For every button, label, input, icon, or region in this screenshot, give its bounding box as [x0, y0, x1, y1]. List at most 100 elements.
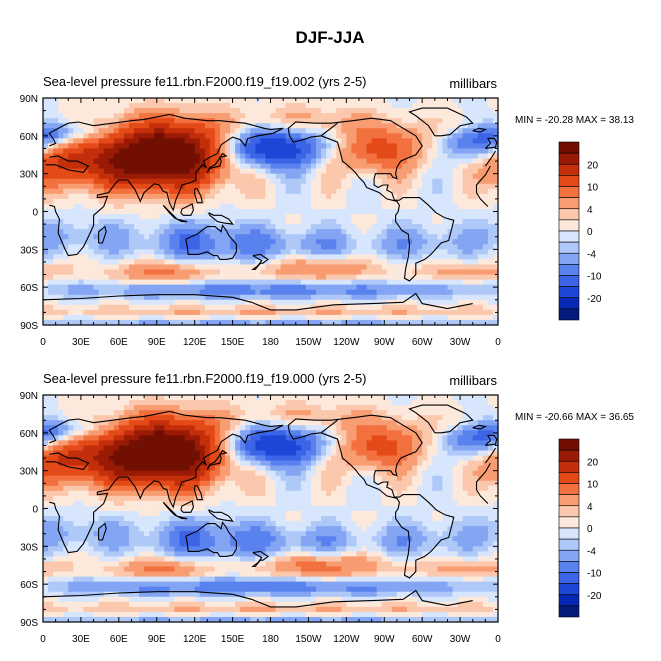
field-cell [214, 405, 221, 411]
field-cell [235, 294, 241, 301]
field-cell [275, 234, 282, 240]
field-cell [265, 309, 272, 316]
field-cell [326, 400, 332, 406]
field-cell [265, 208, 272, 215]
field-cell [487, 133, 494, 139]
field-cell [346, 405, 352, 411]
field-cell [270, 219, 277, 225]
field-cell [48, 198, 54, 205]
field-cell [250, 224, 256, 230]
field-cell [245, 208, 251, 215]
field-cell [48, 113, 54, 119]
field-cell [174, 103, 181, 109]
field-cell [422, 208, 428, 215]
field-cell [477, 188, 484, 195]
field-cell [184, 319, 191, 326]
field-cell [427, 168, 433, 175]
field-cell [78, 410, 85, 416]
field-cell [477, 289, 484, 296]
field-cell [487, 319, 494, 326]
colorbar-label: -20 [587, 294, 602, 305]
field-cell [184, 153, 191, 160]
field-cell [442, 234, 449, 240]
field-cell [128, 108, 135, 114]
field-cell [199, 173, 206, 180]
field-cell [240, 269, 246, 276]
field-cell [48, 405, 54, 411]
field-cell [487, 410, 494, 416]
field-cell [427, 405, 433, 411]
field-cell [189, 430, 196, 436]
field-cell [295, 314, 302, 321]
field-cell [290, 153, 297, 160]
field-cell [154, 244, 160, 250]
field-cell [462, 148, 469, 155]
field-cell [159, 133, 165, 139]
field-cell [123, 430, 130, 436]
field-cell [159, 309, 165, 316]
field-cell [255, 254, 261, 261]
field-cell [290, 405, 297, 411]
field-cell [98, 98, 105, 104]
field-cell [447, 274, 454, 281]
field-cell [295, 193, 302, 200]
field-cell [235, 254, 241, 261]
field-cell [48, 400, 54, 406]
field-cell [316, 269, 322, 276]
field-cell [285, 133, 292, 139]
field-cell [113, 415, 120, 421]
field-cell [98, 198, 105, 205]
field-cell [240, 244, 246, 250]
field-cell [351, 299, 358, 306]
field-cell [401, 219, 408, 225]
field-cell [361, 219, 368, 225]
field-cell [48, 98, 54, 104]
field-cell [467, 178, 474, 185]
field-cell [108, 178, 115, 185]
field-cell [336, 128, 342, 134]
field-cell [295, 183, 302, 190]
field-cell [280, 173, 287, 180]
field-cell [417, 274, 423, 281]
field-cell [73, 279, 79, 286]
field-cell [123, 208, 130, 215]
field-cell [240, 198, 246, 205]
field-cell [422, 153, 428, 160]
field-cell [432, 249, 438, 255]
field-cell [492, 254, 499, 261]
field-cell [412, 279, 418, 286]
field-cell [290, 284, 297, 291]
field-cell [487, 98, 494, 104]
field-cell [442, 198, 449, 205]
field-cell [371, 264, 378, 271]
field-cell [154, 274, 160, 281]
field-cell [321, 410, 327, 416]
field-cell [447, 158, 454, 165]
field-cell [58, 264, 64, 271]
field-cell [371, 214, 378, 220]
field-cell [472, 123, 479, 129]
field-cell [199, 229, 206, 235]
field-cell [336, 410, 342, 416]
field-cell [351, 193, 358, 200]
field-cell [219, 208, 226, 215]
field-cell [108, 208, 115, 215]
field-cell [285, 188, 292, 195]
field-cell [376, 249, 383, 255]
field-cell [477, 279, 484, 286]
field-cell [214, 188, 221, 195]
field-cell [83, 425, 90, 431]
field-cell [305, 264, 312, 271]
field-cell [134, 98, 140, 104]
field-cell [422, 108, 428, 114]
field-cell [78, 249, 85, 255]
field-cell [73, 400, 79, 406]
field-cell [427, 410, 433, 416]
field-cell [209, 269, 216, 276]
field-cell [219, 289, 226, 296]
field-cell [265, 143, 272, 150]
field-cell [285, 103, 292, 109]
field-cell [361, 430, 368, 436]
field-cell [437, 289, 443, 296]
field-cell [48, 304, 54, 311]
